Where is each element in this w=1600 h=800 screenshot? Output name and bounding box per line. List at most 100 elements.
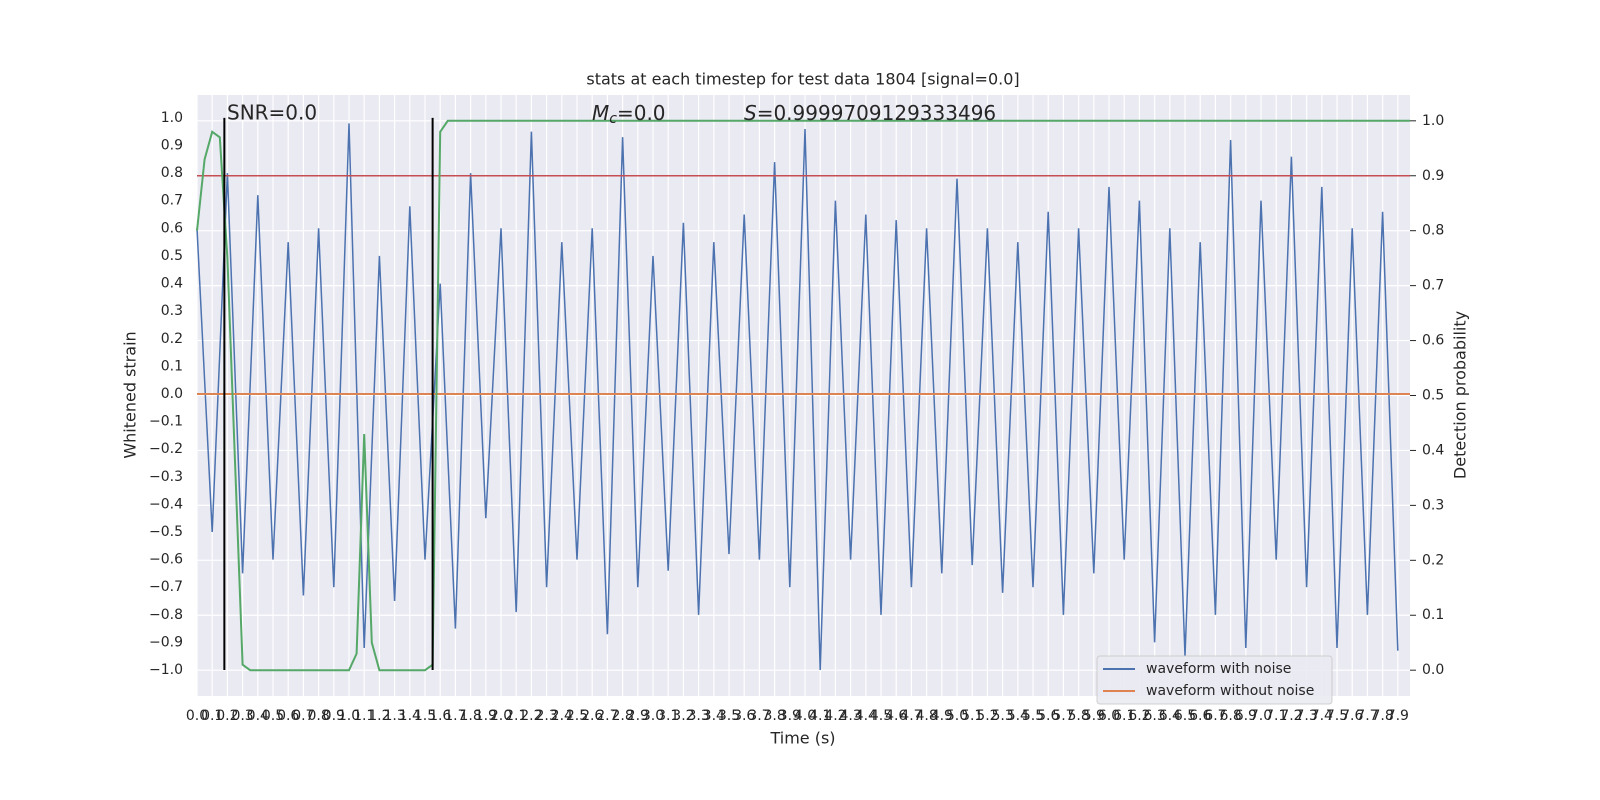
mc-value: =0.0 [617,101,666,125]
y-tick-label: −0.1 [149,414,183,430]
x-tick-label: 2.7 [596,708,618,724]
x-tick-label: 6.8 [1220,708,1242,724]
x-tick-label: 0.1 [201,708,223,724]
x-tick-label: 4.8 [915,708,937,724]
y-tick-label: −0.8 [149,607,183,623]
x-tick-label: 5.6 [1037,708,1059,724]
x-tick-label: 0.2 [216,708,238,724]
x-tick-label: 0.8 [307,708,329,724]
x-tick-label: 3.7 [748,708,770,724]
y-tick-label: −0.7 [149,579,183,595]
y2-tick-label: 0.1 [1422,607,1444,623]
x-tick-label: 2.4 [551,708,573,724]
x-tick-label: 1.7 [444,708,466,724]
mc-symbol: M [592,101,609,125]
legend-label: waveform without noise [1146,683,1314,699]
x-tick-label: 1.3 [383,708,405,724]
x-tick-label: 1.9 [475,708,497,724]
x-tick-label: 2.0 [490,708,512,724]
x-tick-label: 7.7 [1356,708,1378,724]
x-tick-label: 7.6 [1341,708,1363,724]
mc-annotation: Mc=0.0 [592,101,666,128]
x-tick-label: 0.4 [247,708,269,724]
x-tick-label: 1.0 [338,708,360,724]
x-tick-label: 0.5 [262,708,284,724]
x-tick-label: 3.5 [718,708,740,724]
x-tick-label: 7.3 [1296,708,1318,724]
snr-annotation: SNR=0.0 [227,101,317,125]
x-tick-label: 3.8 [763,708,785,724]
x-tick-label: 0.6 [277,708,299,724]
x-tick-label: 3.6 [733,708,755,724]
x-tick-label: 1.6 [429,708,451,724]
x-tick-label: 6.5 [1174,708,1196,724]
x-tick-label: 0.3 [231,708,253,724]
x-tick-label: 4.6 [885,708,907,724]
x-tick-label: 5.7 [1052,708,1074,724]
y-tick-label: 0.9 [161,138,183,154]
y2-tick-label: 0.8 [1422,223,1444,239]
x-tick-label: 4.0 [794,708,816,724]
x-tick-label: 4.1 [809,708,831,724]
legend-box [1096,655,1333,705]
y2-tick-label: 0.3 [1422,497,1444,513]
x-tick-label: 5.8 [1067,708,1089,724]
x-tick-label: 3.3 [687,708,709,724]
x-tick-label: 2.3 [535,708,557,724]
y2-axis-label: Detection probability [1451,311,1470,479]
y2-tick-label: 0.9 [1422,168,1444,184]
x-tick-label: 0.0 [186,708,208,724]
x-tick-label: 2.6 [581,708,603,724]
x-tick-label: 6.3 [1143,708,1165,724]
s-annotation: S=0.9999709129333496 [744,101,996,125]
y-tick-label: 0.3 [161,303,183,319]
x-tick-label: 7.8 [1372,708,1394,724]
x-tick-label: 3.0 [642,708,664,724]
y-axis-label: Whitened strain [121,331,140,458]
x-tick-label: 3.4 [703,708,725,724]
y-tick-label: 0.2 [161,331,183,347]
series-line [196,123,1399,671]
x-axis-label: Time (s) [769,729,835,748]
y2-tick-label: 0.2 [1422,552,1444,568]
x-tick-label: 0.7 [292,708,314,724]
x-tick-label: 7.0 [1250,708,1272,724]
y2-tick-label: 0.7 [1422,278,1444,294]
y-tick-label: 0.4 [161,276,183,292]
x-tick-label: 5.0 [946,708,968,724]
y-tick-label: −1.0 [149,662,183,678]
x-tick-label: 2.8 [611,708,633,724]
x-tick-label: 2.1 [505,708,527,724]
x-tick-label: 1.8 [459,708,481,724]
x-tick-label: 6.1 [1113,708,1135,724]
x-tick-label: 2.9 [627,708,649,724]
x-tick-label: 4.5 [870,708,892,724]
y-tick-label: 0.6 [161,220,183,236]
x-tick-label: 5.3 [991,708,1013,724]
y-tick-label: −0.6 [149,552,183,568]
s-symbol: S [744,101,757,125]
x-tick-label: 6.4 [1159,708,1181,724]
x-tick-label: 7.4 [1311,708,1333,724]
y-tick-label: −0.4 [149,496,183,512]
y-tick-label: 0.1 [161,358,183,374]
x-tick-label: 4.9 [931,708,953,724]
x-tick-label: 2.5 [566,708,588,724]
y-tick-label: −0.5 [149,524,183,540]
y-tick-label: 0.5 [161,248,183,264]
x-tick-label: 3.1 [657,708,679,724]
y2-tick-label: 0.4 [1422,442,1444,458]
x-tick-label: 7.2 [1280,708,1302,724]
legend-label: waveform with noise [1146,661,1291,677]
x-tick-label: 5.5 [1022,708,1044,724]
x-tick-label: 7.5 [1326,708,1348,724]
x-tick-label: 3.9 [779,708,801,724]
x-tick-label: 4.7 [900,708,922,724]
x-tick-label: 6.0 [1098,708,1120,724]
x-tick-label: 2.2 [520,708,542,724]
x-tick-label: 6.2 [1128,708,1150,724]
x-tick-label: 5.9 [1083,708,1105,724]
y2-tick-label: 0.0 [1422,662,1444,678]
y-tick-label: 0.0 [161,386,183,402]
